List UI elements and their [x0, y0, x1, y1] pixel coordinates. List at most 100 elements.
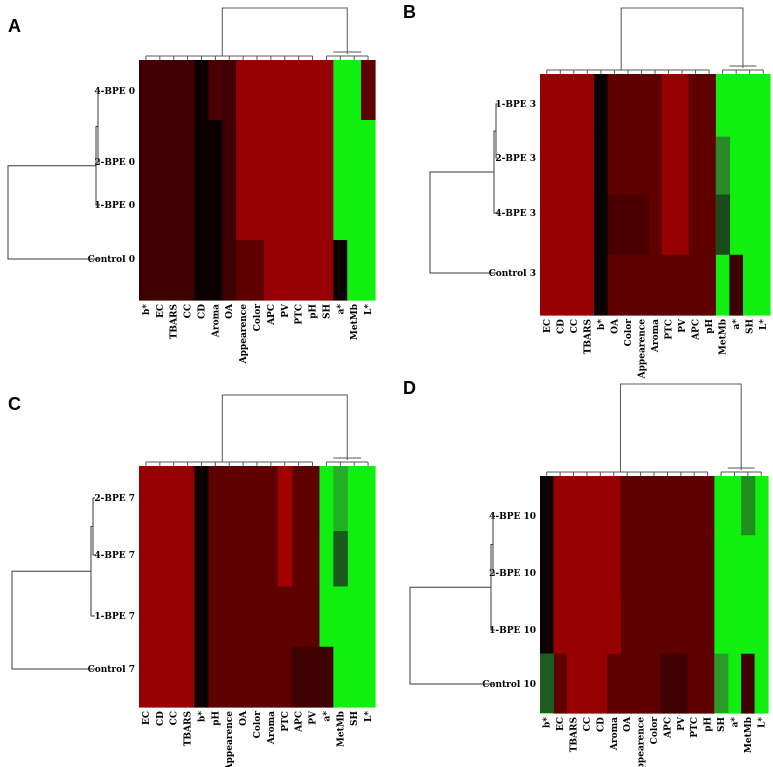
- heatmap-cell: [607, 476, 622, 536]
- dendrogram-branch: [409, 586, 495, 685]
- heatmap-cell: [648, 74, 663, 135]
- column-dendrogram: [546, 383, 762, 476]
- heatmap-cell: [319, 586, 334, 648]
- heatmap-cell: [742, 74, 758, 135]
- heatmap-cell: [675, 254, 690, 316]
- heatmap-cell: [194, 466, 210, 527]
- heatmap-cell: [319, 526, 334, 588]
- heatmap-cell: [250, 586, 265, 648]
- column-label: OA: [239, 710, 249, 726]
- heatmap-cell: [305, 120, 321, 181]
- dendrogram-branch: [221, 7, 348, 56]
- row-label: 1-BPE 10: [489, 626, 536, 636]
- heatmap-cell: [236, 60, 251, 121]
- heatmap-cell: [194, 240, 210, 301]
- heatmap-cell: [194, 586, 210, 648]
- heatmap-cell: [361, 646, 376, 708]
- heatmap-cell-shade: [634, 194, 649, 255]
- heatmap-cell: [347, 240, 362, 301]
- column-label: TBARS: [184, 711, 194, 746]
- heatmap-cell: [580, 535, 595, 596]
- heatmap-cell: [540, 134, 555, 196]
- heatmap-cell: [540, 476, 555, 536]
- heatmap-cell: [263, 526, 279, 588]
- heatmap-cell: [593, 653, 608, 714]
- row-label: 4-BPE 3: [495, 209, 536, 219]
- heatmap-cell: [361, 240, 376, 301]
- heatmap-cell: [208, 120, 223, 181]
- heatmap-cell-shade: [714, 653, 729, 713]
- column-label: pH: [704, 717, 714, 732]
- column-label: Color: [253, 304, 263, 332]
- heatmap-cell: [754, 594, 769, 655]
- column-label: CC: [170, 711, 180, 725]
- heatmap-cell: [361, 120, 376, 181]
- heatmap-cell: [180, 180, 196, 241]
- column-label: Appearence: [239, 304, 249, 365]
- heatmap-cell: [633, 653, 648, 714]
- heatmap-cell: [621, 74, 636, 135]
- heatmap-cell: [361, 586, 376, 648]
- heatmap-cell: [729, 134, 744, 196]
- heatmap-cell: [634, 74, 649, 135]
- heatmap-cell: [291, 586, 307, 648]
- heatmap-cell: [688, 134, 703, 196]
- column-label: SH: [322, 304, 332, 319]
- heatmap-cell: [291, 180, 307, 241]
- heatmap-cell: [333, 240, 348, 301]
- heatmap-cell-shade: [208, 60, 223, 120]
- heatmap-cell: [754, 653, 769, 714]
- heatmap-cell: [208, 180, 223, 241]
- heatmap-cell: [333, 180, 348, 241]
- dendrogram-branch: [11, 570, 95, 670]
- dendrogram-branch: [92, 497, 95, 556]
- heatmap-cell-shade: [333, 531, 348, 587]
- heatmap-cell: [166, 646, 182, 708]
- heatmap-cell: [634, 254, 649, 316]
- column-label: pH: [309, 304, 319, 319]
- heatmap-cell: [139, 526, 154, 588]
- heatmap-cell: [566, 535, 581, 596]
- heatmap-cell: [347, 60, 362, 121]
- row-label: 4-BPE 10: [489, 512, 536, 522]
- column-label: APC: [692, 319, 702, 341]
- heatmap-cell: [277, 180, 293, 241]
- heatmap-cell: [621, 134, 636, 196]
- heatmap-cell: [347, 180, 362, 241]
- heatmap-cell: [291, 240, 307, 301]
- column-label: PV: [677, 716, 687, 731]
- heatmap-cell: [194, 526, 210, 588]
- heatmap-cell: [194, 60, 210, 121]
- column-label: CD: [556, 319, 566, 334]
- heatmap-cell: [620, 594, 635, 655]
- heatmap-cell: [277, 646, 293, 708]
- heatmap-cell: [277, 586, 293, 648]
- heatmap-cell: [263, 180, 279, 241]
- heatmap-cell: [319, 120, 334, 181]
- column-label: b*: [197, 711, 207, 722]
- heatmap-cell: [194, 120, 210, 181]
- heatmap-cell: [250, 646, 265, 708]
- heatmap-cell: [236, 466, 251, 527]
- heatmap-cell: [139, 180, 154, 241]
- heatmap-cell: [263, 466, 279, 527]
- heatmap-cell: [222, 240, 237, 301]
- column-label: L*: [759, 319, 769, 330]
- heatmap-cell: [152, 60, 168, 121]
- heatmap-cell: [540, 594, 555, 655]
- heatmap-cell: [742, 194, 758, 256]
- heatmap-cell: [319, 60, 334, 121]
- heatmap-cell: [553, 594, 568, 655]
- column-label: PTC: [295, 304, 305, 325]
- column-label: EC: [556, 717, 566, 731]
- heatmap-cell: [607, 74, 622, 135]
- heatmap-cell: [742, 254, 758, 316]
- dendrogram-branch: [221, 394, 348, 462]
- heatmap-cell: [222, 120, 237, 181]
- heatmap-cell: [194, 646, 210, 708]
- column-label: OA: [610, 318, 620, 334]
- heatmap-cell: [222, 180, 237, 241]
- panel-label: C: [8, 394, 21, 414]
- column-label: CD: [197, 304, 207, 319]
- heatmap-cell: [291, 526, 307, 588]
